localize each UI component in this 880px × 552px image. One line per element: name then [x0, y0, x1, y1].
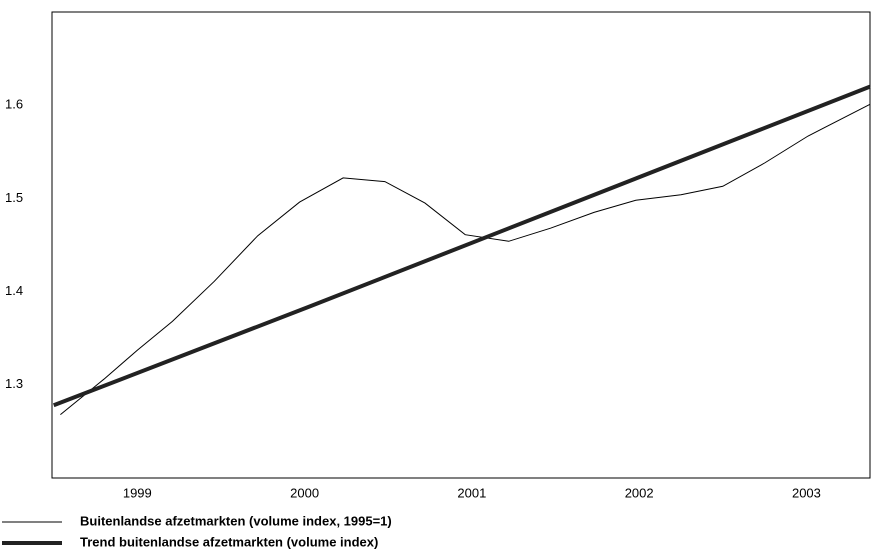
y-tick-label: 1.6 — [5, 97, 23, 112]
labels: 1.3 1.4 1.5 1.6 1999 2000 2001 2002 2003 — [5, 97, 821, 501]
x-tick-label: 2001 — [457, 485, 486, 500]
y-tick-label: 1.4 — [5, 283, 23, 298]
x-tick-label: 1999 — [123, 485, 152, 500]
lines — [52, 84, 871, 415]
x-tick-label: 2000 — [290, 485, 319, 500]
series-line — [60, 103, 871, 415]
legend: Buitenlandse afzetmarkten (volume index,… — [2, 513, 392, 549]
x-tick-label: 2002 — [625, 485, 654, 500]
plot-frame — [51, 11, 871, 479]
legend-label: Buitenlandse afzetmarkten (volume index,… — [80, 513, 392, 528]
series-line — [52, 84, 871, 408]
x-tick-label: 2003 — [792, 485, 821, 500]
y-tick-label: 1.3 — [5, 376, 23, 391]
legend-label: Trend buitenlandse afzetmarkten (volume … — [80, 534, 378, 549]
y-tick-label: 1.5 — [5, 190, 23, 205]
